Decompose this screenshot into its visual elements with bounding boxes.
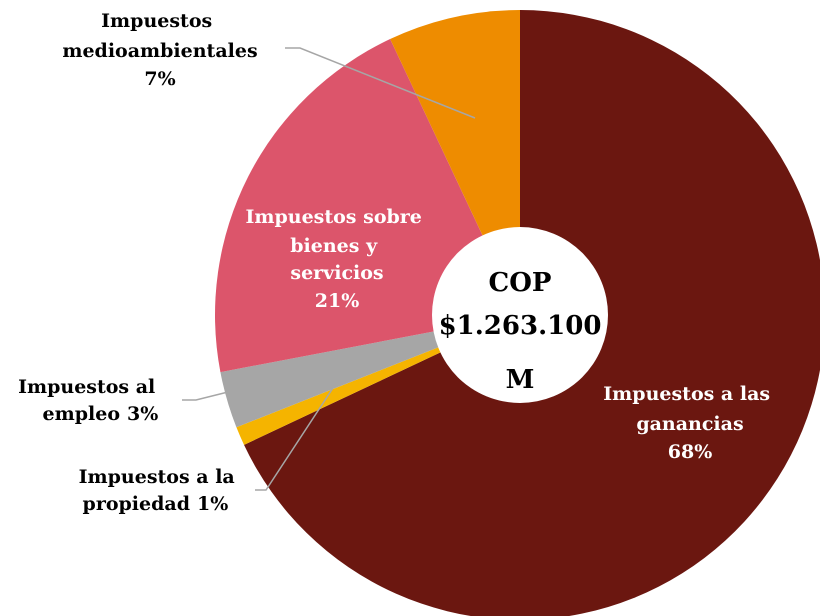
leader-line (285, 47, 476, 119)
slice-label: Impuestos sobre bienes y servicios (245, 206, 428, 284)
slice-label: Impuestos medioambientales (62, 10, 257, 62)
value-label: 21% (315, 290, 360, 312)
leader-line (255, 361, 351, 491)
slice-label: Impuestos a la propiedad (79, 466, 242, 515)
value-label: 1% (197, 493, 228, 515)
value-label: 7% (144, 68, 175, 90)
label-line: Impuestos (101, 10, 219, 32)
value-label: 68% (668, 441, 713, 463)
label-line: Impuestos a la (79, 466, 242, 488)
label-line: Impuestos a las (603, 383, 776, 405)
value-label: 3% (127, 403, 158, 425)
slice-label: Impuestos a las ganancias (603, 383, 776, 435)
donut-hole (432, 227, 608, 403)
label-line: Impuestos al (18, 376, 162, 398)
leader-line (182, 391, 229, 401)
label-line: medioambientales (62, 40, 257, 62)
slice-label: Impuestos al empleo (18, 376, 162, 425)
label-line: bienes y (290, 235, 383, 257)
center-label: M (506, 365, 535, 395)
center-label: COP (489, 268, 552, 298)
center-label: $1.263.100 (439, 311, 602, 341)
label-line: Impuestos sobre (245, 206, 428, 228)
label-line: servicios (290, 262, 383, 284)
label-line: ganancias (636, 413, 743, 435)
label-line: empleo (43, 403, 120, 425)
label-line: propiedad (83, 493, 190, 515)
